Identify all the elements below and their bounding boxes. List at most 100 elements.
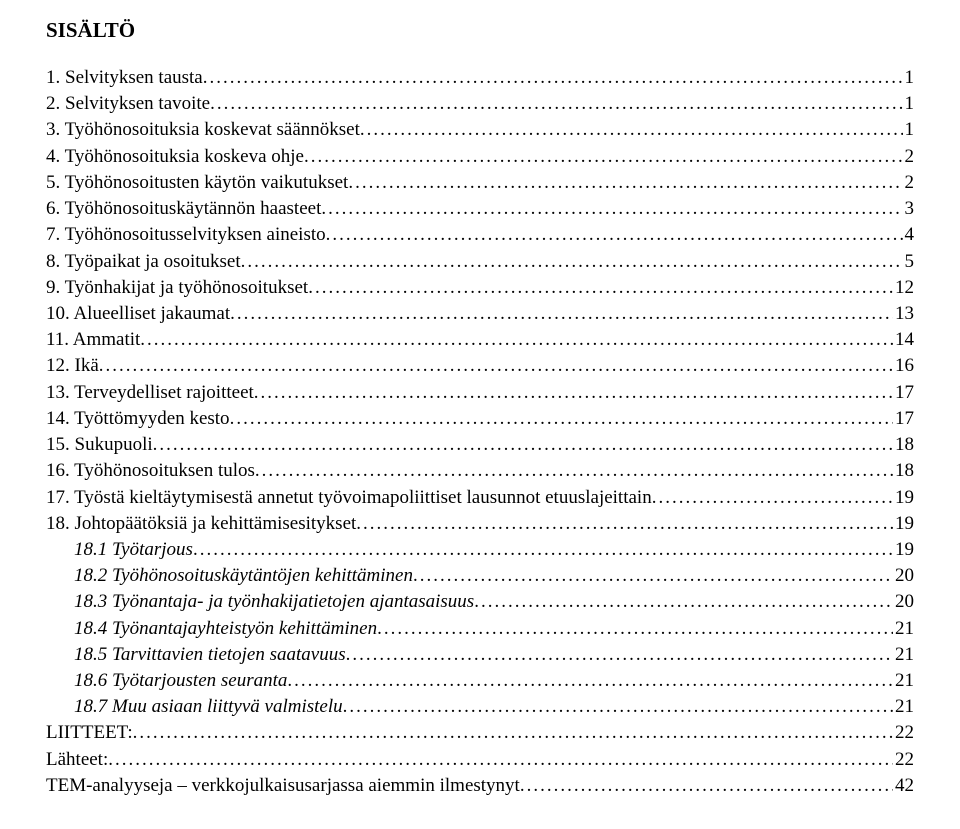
toc-entry-page: 5 xyxy=(903,249,915,275)
toc-entry: 18.5 Tarvittavien tietojen saatavuus 21 xyxy=(46,642,914,668)
toc-dot-leader xyxy=(308,275,893,301)
toc-dot-leader xyxy=(326,222,903,248)
table-of-contents: 1. Selvityksen tausta12. Selvityksen tav… xyxy=(46,65,914,799)
toc-dot-leader xyxy=(203,65,903,91)
toc-entry: 18.3 Työnantaja- ja työnhakijatietojen a… xyxy=(46,589,914,615)
toc-entry-label: 18.2 Työhönosoituskäytäntöjen kehittämin… xyxy=(74,563,413,589)
toc-entry-page: 22 xyxy=(893,747,914,773)
toc-entry-page: 4 xyxy=(903,222,915,248)
toc-dot-leader xyxy=(230,406,893,432)
toc-entry-page: 42 xyxy=(893,773,914,799)
toc-entry: 8. Työpaikat ja osoitukset 5 xyxy=(46,249,914,275)
toc-entry: 16. Työhönosoituksen tulos 18 xyxy=(46,458,914,484)
toc-entry-label: 18.5 Tarvittavien tietojen saatavuus xyxy=(74,642,346,668)
toc-entry: 7. Työhönosoitusselvityksen aineisto 4 xyxy=(46,222,914,248)
toc-entry-label: TEM-analyyseja – verkkojulkaisusarjassa … xyxy=(46,773,520,799)
toc-entry: 18. Johtopäätöksiä ja kehittämisesitykse… xyxy=(46,511,914,537)
toc-entry: 18.6 Työtarjousten seuranta 21 xyxy=(46,668,914,694)
toc-entry-label: 13. Terveydelliset rajoitteet xyxy=(46,380,254,406)
toc-entry-label: 4. Työhönosoituksia koskeva ohje xyxy=(46,144,304,170)
toc-entry: 14. Työttömyyden kesto17 xyxy=(46,406,914,432)
toc-entry: 3. Työhönosoituksia koskevat säännökset 1 xyxy=(46,117,914,143)
toc-entry-label: 18.1 Työtarjous xyxy=(74,537,193,563)
toc-entry-page: 19 xyxy=(893,537,914,563)
toc-dot-leader xyxy=(241,249,903,275)
toc-entry-label: 3. Työhönosoituksia koskevat säännökset xyxy=(46,117,360,143)
toc-entry: 2. Selvityksen tavoite 1 xyxy=(46,91,914,117)
toc-dot-leader xyxy=(254,380,893,406)
toc-entry-label: 1. Selvityksen tausta xyxy=(46,65,203,91)
toc-entry-page: 17 xyxy=(893,380,914,406)
toc-dot-leader xyxy=(346,642,893,668)
toc-entry: 18.7 Muu asiaan liittyvä valmistelu21 xyxy=(46,694,914,720)
toc-entry: 18.1 Työtarjous 19 xyxy=(46,537,914,563)
toc-entry-label: 16. Työhönosoituksen tulos xyxy=(46,458,255,484)
toc-dot-leader xyxy=(321,196,902,222)
toc-entry: 9. Työnhakijat ja työhönosoitukset 12 xyxy=(46,275,914,301)
toc-entry-label: 18.3 Työnantaja- ja työnhakijatietojen a… xyxy=(74,589,474,615)
toc-entry: 17. Työstä kieltäytymisestä annetut työv… xyxy=(46,485,914,511)
toc-entry-page: 16 xyxy=(893,353,914,379)
toc-entry-page: 2 xyxy=(903,144,915,170)
toc-entry-page: 1 xyxy=(903,91,915,117)
toc-dot-leader xyxy=(99,353,893,379)
toc-entry-page: 19 xyxy=(893,485,914,511)
toc-dot-leader xyxy=(360,117,903,143)
toc-dot-leader xyxy=(193,537,893,563)
toc-entry-page: 20 xyxy=(893,589,914,615)
toc-dot-leader xyxy=(377,616,893,642)
toc-entry-label: 14. Työttömyyden kesto xyxy=(46,406,230,432)
page-title: SISÄLTÖ xyxy=(46,18,914,43)
toc-entry-label: 8. Työpaikat ja osoitukset xyxy=(46,249,241,275)
toc-entry-label: 5. Työhönosoitusten käytön vaikutukset xyxy=(46,170,348,196)
toc-entry: LIITTEET: 22 xyxy=(46,720,914,746)
toc-entry-label: 18. Johtopäätöksiä ja kehittämisesitykse… xyxy=(46,511,356,537)
toc-entry: 13. Terveydelliset rajoitteet 17 xyxy=(46,380,914,406)
toc-dot-leader xyxy=(304,144,903,170)
toc-dot-leader xyxy=(108,747,893,773)
toc-entry-label: LIITTEET: xyxy=(46,720,133,746)
toc-dot-leader xyxy=(343,694,893,720)
toc-entry: Lähteet: 22 xyxy=(46,747,914,773)
toc-entry: TEM-analyyseja – verkkojulkaisusarjassa … xyxy=(46,773,914,799)
toc-entry-label: 9. Työnhakijat ja työhönosoitukset xyxy=(46,275,308,301)
toc-entry-label: 7. Työhönosoitusselvityksen aineisto xyxy=(46,222,326,248)
toc-entry-label: 18.4 Työnantajayhteistyön kehittäminen xyxy=(74,616,377,642)
toc-entry: 1. Selvityksen tausta 1 xyxy=(46,65,914,91)
toc-entry-page: 14 xyxy=(893,327,914,353)
toc-entry-page: 18 xyxy=(893,458,914,484)
toc-entry-label: 11. Ammatit xyxy=(46,327,140,353)
toc-dot-leader xyxy=(652,485,893,511)
toc-dot-leader xyxy=(140,327,893,353)
toc-entry-page: 1 xyxy=(903,65,915,91)
toc-dot-leader xyxy=(210,91,902,117)
toc-entry-label: 17. Työstä kieltäytymisestä annetut työv… xyxy=(46,485,652,511)
toc-entry: 6. Työhönosoituskäytännön haasteet3 xyxy=(46,196,914,222)
toc-dot-leader xyxy=(413,563,893,589)
toc-entry: 5. Työhönosoitusten käytön vaikutukset2 xyxy=(46,170,914,196)
toc-entry-page: 21 xyxy=(893,616,914,642)
toc-entry: 11. Ammatit 14 xyxy=(46,327,914,353)
toc-dot-leader xyxy=(255,458,893,484)
toc-entry-page: 1 xyxy=(903,117,915,143)
toc-dot-leader xyxy=(133,720,893,746)
toc-entry: 15. Sukupuoli18 xyxy=(46,432,914,458)
toc-entry: 18.4 Työnantajayhteistyön kehittäminen 21 xyxy=(46,616,914,642)
toc-entry-page: 19 xyxy=(893,511,914,537)
toc-entry-page: 21 xyxy=(893,642,914,668)
toc-dot-leader xyxy=(356,511,893,537)
toc-entry-label: 18.6 Työtarjousten seuranta xyxy=(74,668,287,694)
toc-entry-label: Lähteet: xyxy=(46,747,108,773)
toc-dot-leader xyxy=(287,668,893,694)
toc-entry-label: 2. Selvityksen tavoite xyxy=(46,91,210,117)
toc-entry: 12. Ikä 16 xyxy=(46,353,914,379)
toc-entry-page: 20 xyxy=(893,563,914,589)
toc-entry-page: 18 xyxy=(893,432,914,458)
toc-entry-page: 22 xyxy=(893,720,914,746)
toc-entry-label: 10. Alueelliset jakaumat xyxy=(46,301,230,327)
toc-entry-page: 3 xyxy=(903,196,915,222)
toc-entry: 18.2 Työhönosoituskäytäntöjen kehittämin… xyxy=(46,563,914,589)
toc-entry-page: 12 xyxy=(893,275,914,301)
toc-entry-label: 12. Ikä xyxy=(46,353,99,379)
toc-entry-page: 21 xyxy=(893,668,914,694)
